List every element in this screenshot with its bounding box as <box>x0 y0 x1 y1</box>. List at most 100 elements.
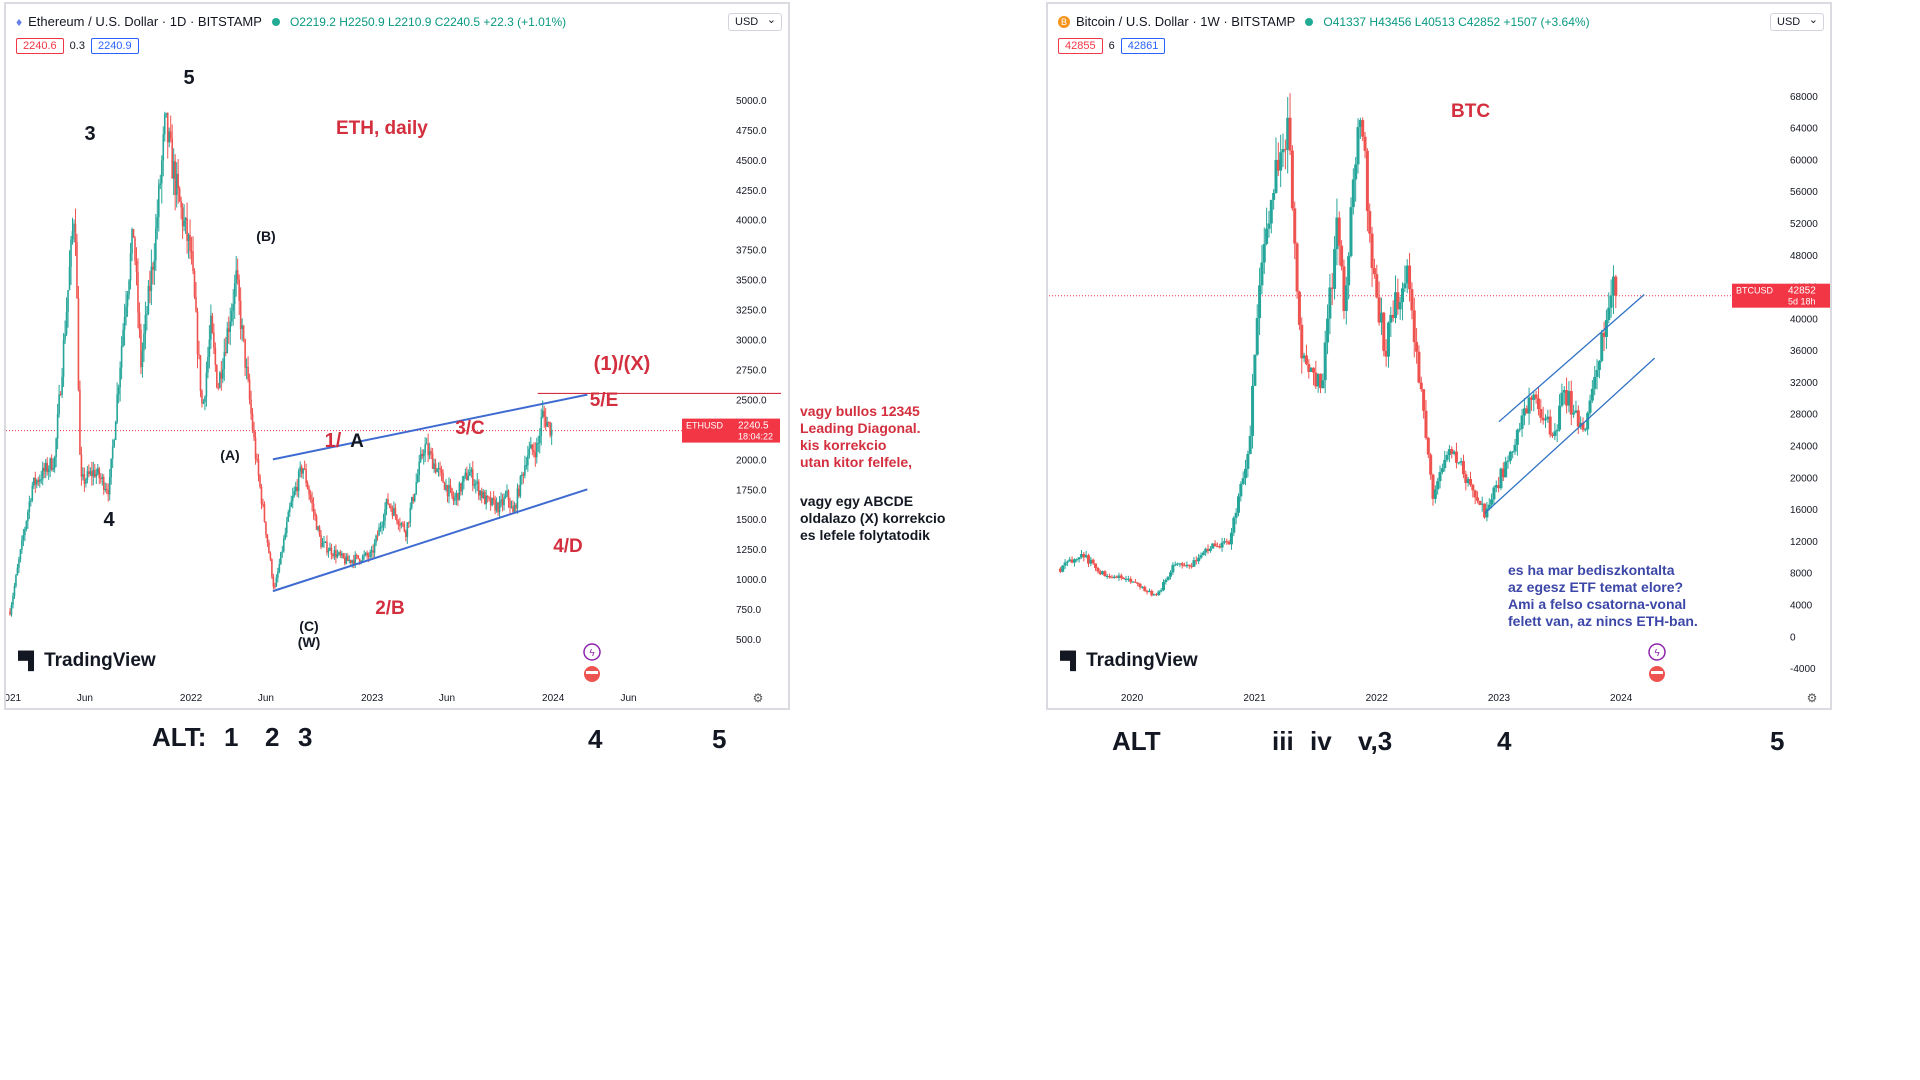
candle-body-99 <box>156 217 159 228</box>
candle-body-260 <box>396 514 398 522</box>
candle-body-49 <box>1173 564 1177 566</box>
eth-currency-select[interactable]: USD <box>728 13 782 31</box>
candle-body-151 <box>233 283 236 305</box>
candle-body-270 <box>410 497 413 508</box>
candle-body-310 <box>470 469 473 473</box>
candle-body-194 <box>1513 444 1517 452</box>
eth-chart-panel[interactable]: 500.0 750.0 1000.0 1250.0 1500.0 1750.0 2000.0… <box>4 2 790 710</box>
eth-chart-canvas[interactable]: 500.0 750.0 1000.0 1250.0 1500.0 1750.0 2000.0… <box>6 4 790 710</box>
btc-chart-panel[interactable]: -4000 0 4000 8000 12000 16000 20000 24000 28000 3… <box>1046 2 1832 710</box>
x-tick-label-1: 2021 <box>1243 693 1266 704</box>
btc-spread: 6 <box>1108 40 1115 52</box>
candle-body-255 <box>388 503 391 506</box>
candle-body-67 <box>1215 546 1219 548</box>
candle-body-45 <box>1164 579 1168 583</box>
candle-body-14 <box>30 500 32 502</box>
eth-ask-price[interactable]: 2240.9 <box>90 38 139 54</box>
candle-body-195 <box>299 466 301 472</box>
eth-alt-wave-2: 2 <box>265 722 280 752</box>
candle-body-308 <box>467 475 470 480</box>
candle-body-33 <box>58 394 60 415</box>
candle-body-1 <box>10 605 13 615</box>
candle-body-274 <box>416 475 419 483</box>
candle-body-0 <box>1058 568 1062 572</box>
candle-body-184 <box>283 538 285 552</box>
candle-body-103 <box>162 134 165 161</box>
btc-currency-select[interactable]: USD <box>1770 13 1824 31</box>
candle-body-65 <box>105 488 108 491</box>
candle-body-247 <box>376 535 379 537</box>
candle-body-333 <box>504 495 507 498</box>
eth-symbol-title[interactable]: Ethereum / U.S. Dollar · 1D · BITSTAMP <box>28 14 262 29</box>
candle-body-145 <box>1398 302 1402 310</box>
y-tick-label-3: 8000 <box>1790 569 1813 580</box>
candle-body-198 <box>303 468 306 470</box>
x-tick-label-3: Jun <box>258 693 274 704</box>
candle-body-170 <box>1457 462 1461 464</box>
candle-body-67 <box>108 477 111 495</box>
candle-body-314 <box>476 481 479 484</box>
candle-body-142 <box>220 372 223 379</box>
candle-body-32 <box>1133 581 1137 583</box>
candle-body-226 <box>345 556 348 564</box>
candle-body-137 <box>1379 312 1383 323</box>
candle-body-116 <box>181 207 184 227</box>
candle-body-30 <box>1129 578 1133 582</box>
candle-body-165 <box>1445 455 1449 460</box>
candle-body-69 <box>111 446 114 459</box>
candle-body-222 <box>1579 422 1583 427</box>
wave-label-A-minor: A <box>350 431 364 452</box>
candle-body-210 <box>1551 434 1555 436</box>
candle-body-227 <box>346 556 349 561</box>
candle-body-89 <box>1267 223 1271 229</box>
candle-body-13 <box>1089 559 1093 564</box>
candle-body-166 <box>256 459 258 461</box>
candle-body-184 <box>1490 499 1494 505</box>
candle-body-78 <box>1241 478 1245 485</box>
candle-body-231 <box>1600 332 1604 361</box>
btc-symbol-title[interactable]: Bitcoin / U.S. Dollar · 1W · BITSTAMP <box>1076 14 1296 29</box>
candle-body-316 <box>479 491 482 496</box>
candle-body-183 <box>281 551 284 553</box>
candle-body-210 <box>321 542 324 548</box>
candle-body-297 <box>451 488 453 496</box>
candle-body-136 <box>1377 297 1381 323</box>
candle-body-277 <box>421 453 423 457</box>
candle-body-355 <box>537 443 540 445</box>
candle-body-185 <box>284 533 287 539</box>
candle-body-229 <box>349 559 352 563</box>
diagonal-upper-trendline <box>272 393 588 461</box>
candle-body-293 <box>445 485 447 490</box>
candle-body-145 <box>224 351 227 354</box>
candle-body-140 <box>217 387 220 389</box>
candle-body-218 <box>333 550 336 557</box>
candle-body-138 <box>214 347 217 366</box>
candle-body-351 <box>531 444 534 451</box>
candle-body-230 <box>351 560 354 563</box>
candle-body-280 <box>425 443 428 445</box>
btc-chart-canvas[interactable]: -4000 0 4000 8000 12000 16000 20000 24000 28000 3… <box>1048 4 1832 710</box>
candle-body-356 <box>538 435 541 444</box>
candle-body-234 <box>1607 307 1611 320</box>
candle-body-118 <box>184 218 187 221</box>
btc-bid-price[interactable]: 42855 <box>1058 38 1103 54</box>
candle-body-80 <box>128 280 130 295</box>
candle-body-64 <box>104 488 107 490</box>
candle-body-36 <box>1143 586 1147 592</box>
candle-body-178 <box>274 586 276 588</box>
last-price-ticker: ETHUSD <box>686 421 724 431</box>
candle-body-43 <box>1159 590 1163 592</box>
y-tick-label-5: 16000 <box>1790 505 1818 516</box>
candle-body-324 <box>491 497 493 506</box>
eth-bid-price[interactable]: 2240.6 <box>16 38 64 54</box>
candle-body-193 <box>1511 451 1515 453</box>
y-tick-label-15: 56000 <box>1790 187 1818 198</box>
candle-body-56 <box>1190 566 1194 568</box>
y-tick-label-2: 1000.0 <box>736 575 767 586</box>
y-tick-label-13: 48000 <box>1790 251 1818 262</box>
candle-body-154 <box>238 279 240 301</box>
btc-ask-price[interactable]: 42861 <box>1120 38 1166 54</box>
candle-body-9 <box>1079 554 1083 558</box>
candle-body-72 <box>116 394 118 422</box>
eth-header: ♦ Ethereum / U.S. Dollar · 1D · BITSTAMP… <box>16 14 566 29</box>
